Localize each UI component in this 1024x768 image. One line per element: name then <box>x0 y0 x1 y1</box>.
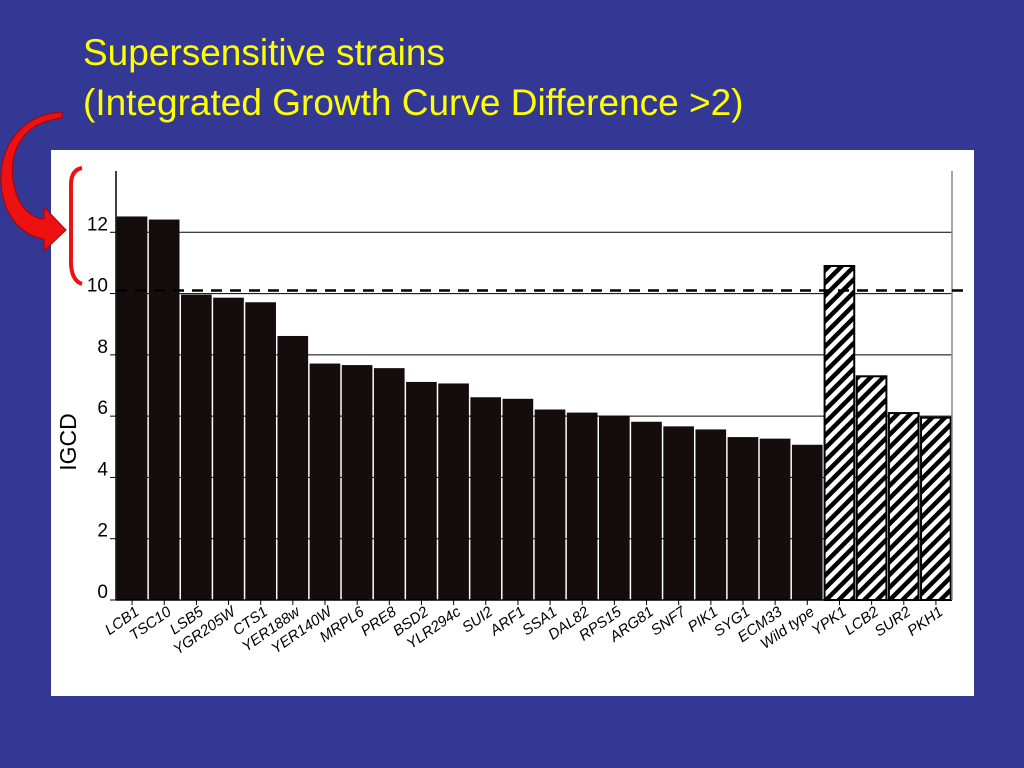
bar <box>664 427 694 600</box>
y-tick-label: 4 <box>97 459 108 480</box>
bars <box>117 217 951 600</box>
slide-title: Supersensitive strains (Integrated Growt… <box>83 28 744 128</box>
x-tick-label: ARF1 <box>486 603 528 639</box>
bar <box>696 430 726 600</box>
bar <box>407 382 437 600</box>
y-tick-label: 12 <box>87 214 108 235</box>
y-tick-label: 6 <box>97 398 108 419</box>
slide-title-line-2: (Integrated Growth Curve Difference >2) <box>83 78 744 128</box>
y-tick-label: 8 <box>97 337 108 358</box>
bar <box>439 384 469 600</box>
x-tick-label: PKH1 <box>904 603 946 639</box>
bar <box>792 445 822 600</box>
slide-title-line-1: Supersensitive strains <box>83 28 744 78</box>
x-tick-label: SNF7 <box>648 603 690 639</box>
bar <box>214 298 244 600</box>
x-tick-label: PRE8 <box>358 603 400 640</box>
bar <box>600 416 630 600</box>
bracket-shape <box>71 168 82 284</box>
bar <box>825 266 855 600</box>
bar <box>374 369 404 600</box>
chart-panel: 0 2 4 6 8 10 12 LCB1 TSC10 LSB5 YGR205W CTS1 YER188w… <box>51 150 974 696</box>
bar-chart: 024681012LCB1TSC10LSB5YGR205WCTS1YER188w… <box>51 150 974 696</box>
bar <box>503 399 533 600</box>
curved-arrow-icon <box>0 108 90 298</box>
bar <box>278 336 308 600</box>
x-tick-label: YPK1 <box>809 603 850 639</box>
y-tick-label: 0 <box>97 582 108 603</box>
bar <box>760 439 790 600</box>
bar <box>342 366 372 600</box>
y-axis-title: IGCD <box>55 413 81 471</box>
bar <box>728 438 758 600</box>
bar <box>471 398 501 600</box>
bar <box>310 364 340 600</box>
bar <box>182 295 212 600</box>
bar <box>535 410 565 600</box>
y-tick-label: 2 <box>97 521 108 542</box>
x-tick-label: SUR2 <box>872 603 915 640</box>
bar <box>246 303 276 600</box>
bar <box>921 418 951 600</box>
curved-arrow-icon-shape <box>1 112 66 251</box>
y-tick-label: 10 <box>87 276 108 297</box>
bar <box>889 413 919 600</box>
bar <box>632 422 662 600</box>
bar <box>567 413 597 600</box>
bar <box>149 220 179 600</box>
bar <box>857 376 887 600</box>
bar <box>117 217 147 600</box>
